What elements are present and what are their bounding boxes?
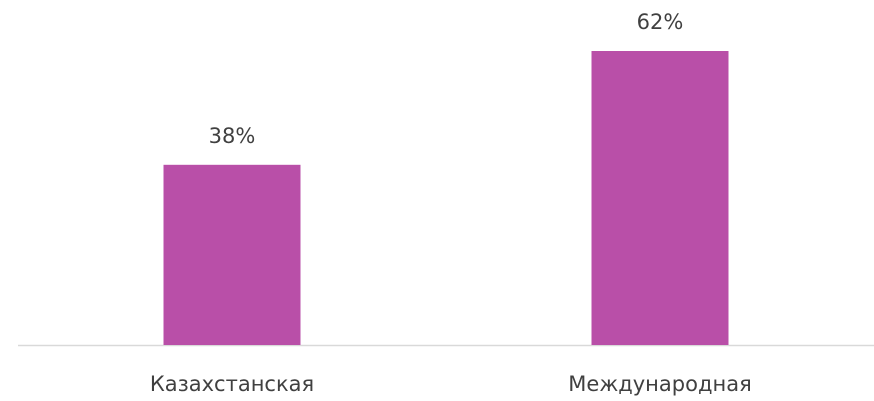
value-label: 38% [209, 124, 256, 148]
value-label: 62% [637, 10, 684, 34]
x-tick-label: Казахстанская [150, 372, 314, 396]
bar [163, 164, 301, 345]
bar [591, 51, 729, 345]
x-tick-label: Международная [568, 372, 751, 396]
